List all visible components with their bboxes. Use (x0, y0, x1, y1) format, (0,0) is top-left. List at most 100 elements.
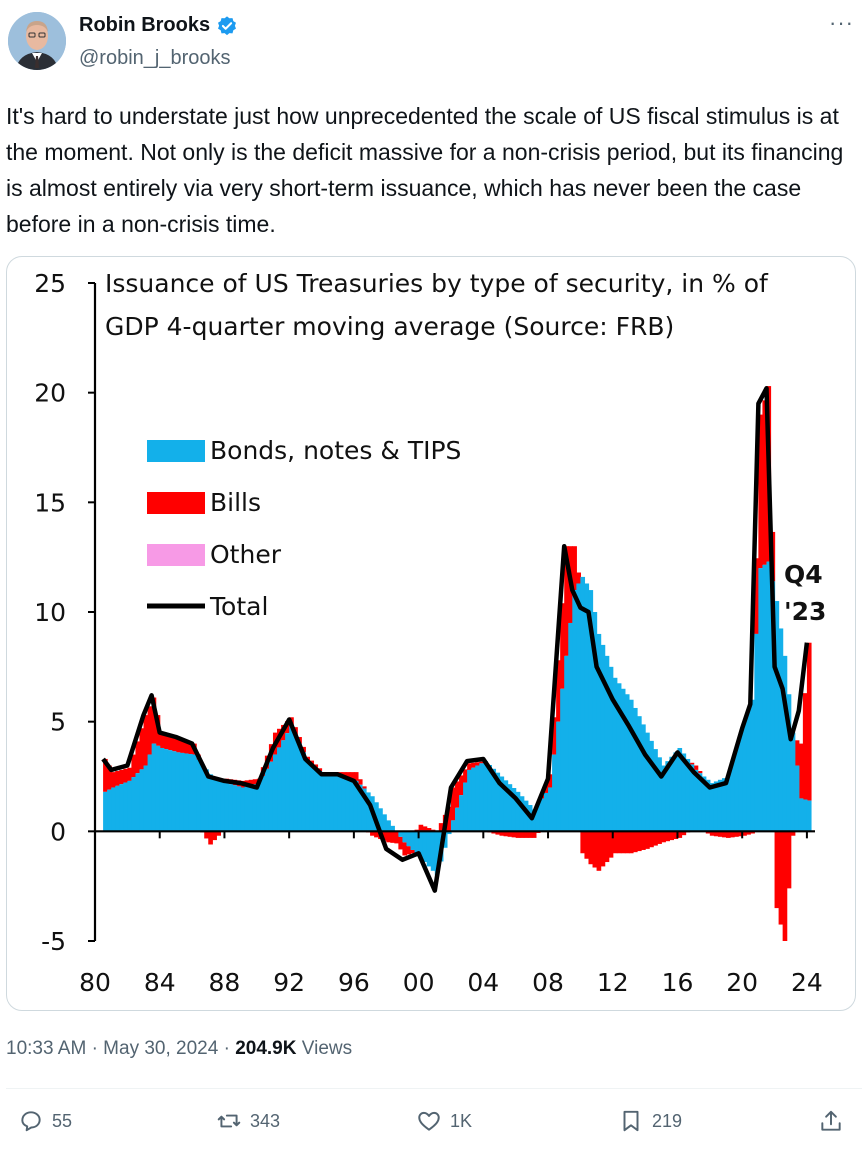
bills-bar (135, 741, 141, 774)
bills-bar (103, 758, 108, 792)
bonds-bar (357, 784, 363, 832)
bills-bar (374, 831, 379, 838)
divider (6, 1088, 862, 1089)
bonds-bar (624, 694, 630, 832)
bills-bar (426, 828, 432, 832)
bonds-bar (175, 752, 181, 832)
share-button[interactable] (818, 1108, 844, 1134)
bonds-bar (252, 784, 258, 832)
bonds-bar (264, 768, 270, 832)
bonds-bar (256, 783, 262, 832)
bonds-bar (289, 726, 294, 832)
like-button[interactable]: 1K (416, 1108, 472, 1134)
views-label: Views (301, 1038, 353, 1059)
bills-bar (390, 831, 395, 843)
bonds-bar (661, 765, 666, 832)
legend-swatch-other (147, 544, 205, 566)
bonds-bar (131, 777, 137, 832)
tweet-time[interactable]: 10:33 AM (6, 1038, 87, 1059)
bonds-bar (345, 778, 351, 832)
bonds-bar (236, 786, 242, 832)
bills-bar (742, 831, 747, 836)
bookmark-button[interactable]: 219 (618, 1108, 682, 1134)
more-options-icon[interactable]: ··· (829, 10, 854, 35)
bills-bar (503, 831, 509, 837)
bills-bar (183, 741, 189, 754)
x-tick-label: 24 (791, 968, 823, 997)
bonds-bar (584, 583, 590, 832)
bonds-bar (681, 753, 687, 832)
bonds-bar (301, 752, 306, 832)
bonds-bar (171, 751, 177, 832)
bonds-bar (188, 754, 193, 832)
bills-bar (475, 762, 480, 766)
bills-bar (111, 772, 116, 788)
bills-bar (422, 826, 428, 832)
tweet-media-chart[interactable]: 25 20 15 10 5 0 -5 80 84 88 92 96 00 04 08 12 16 20 24 Is… (6, 256, 856, 1011)
bonds-bar (285, 733, 290, 832)
bonds-bar (596, 633, 602, 832)
bills-bar (806, 642, 812, 801)
bills-bar (560, 603, 565, 689)
bills-bar (151, 697, 157, 744)
bonds-bar (519, 796, 525, 832)
bonds-bar (232, 785, 238, 832)
bonds-bar (313, 767, 319, 832)
bonds-bar (713, 781, 719, 832)
bonds-bar (742, 721, 747, 832)
bonds-bar (414, 831, 420, 854)
bonds-bar (762, 564, 768, 832)
repost-button[interactable]: 343 (216, 1108, 280, 1134)
bills-bar (459, 775, 464, 796)
bills-bar (576, 572, 581, 584)
x-tick-label: 16 (662, 968, 694, 997)
x-tick-label: 92 (273, 968, 305, 997)
bonds-bar (200, 764, 205, 832)
bonds-bar (535, 803, 541, 832)
bills-bar (564, 546, 569, 656)
bonds-bar (701, 776, 707, 832)
bonds-bar (552, 754, 557, 832)
bills-bar (143, 715, 149, 766)
bonds-bar (637, 716, 642, 832)
bonds-bar (479, 763, 484, 832)
bonds-bar (167, 750, 173, 832)
bonds-bar (196, 759, 201, 832)
bonds-series (103, 561, 812, 876)
x-tick-label: 84 (144, 968, 176, 997)
bills-bar (726, 831, 731, 838)
bonds-bar (620, 688, 626, 832)
tweet-date[interactable]: May 30, 2024 (103, 1038, 219, 1059)
bonds-bar (738, 735, 743, 832)
bonds-bar (260, 775, 266, 832)
bills-bar (410, 849, 416, 854)
y-tick-label: 0 (50, 817, 66, 846)
bills-bar (394, 831, 399, 844)
bonds-bar (208, 774, 213, 832)
bills-bar (746, 831, 751, 835)
bills-bar (717, 831, 723, 837)
bills-bar (661, 831, 666, 843)
bonds-bar (798, 798, 804, 832)
bills-bar (507, 831, 513, 837)
bonds-bar (564, 655, 569, 832)
chart-axes (88, 282, 815, 942)
bonds-bar (402, 831, 408, 843)
bills-bar (398, 836, 404, 850)
bonds-bar (220, 780, 226, 832)
author-handle[interactable]: @robin_j_brooks (79, 47, 231, 69)
bills-bar (543, 784, 549, 793)
bonds-bar (556, 721, 561, 832)
bonds-bar (426, 831, 432, 867)
bills-bar (438, 823, 444, 832)
bonds-bar (216, 778, 221, 832)
author-name[interactable]: Robin Brooks (79, 14, 211, 36)
bills-bar (604, 831, 610, 863)
bonds-bar (325, 774, 331, 832)
bonds-bar (406, 831, 412, 847)
avatar[interactable] (8, 12, 66, 70)
bonds-bar (685, 758, 691, 832)
bonds-bar (515, 791, 521, 832)
bills-bar (693, 765, 699, 770)
reply-button[interactable]: 55 (18, 1108, 72, 1134)
